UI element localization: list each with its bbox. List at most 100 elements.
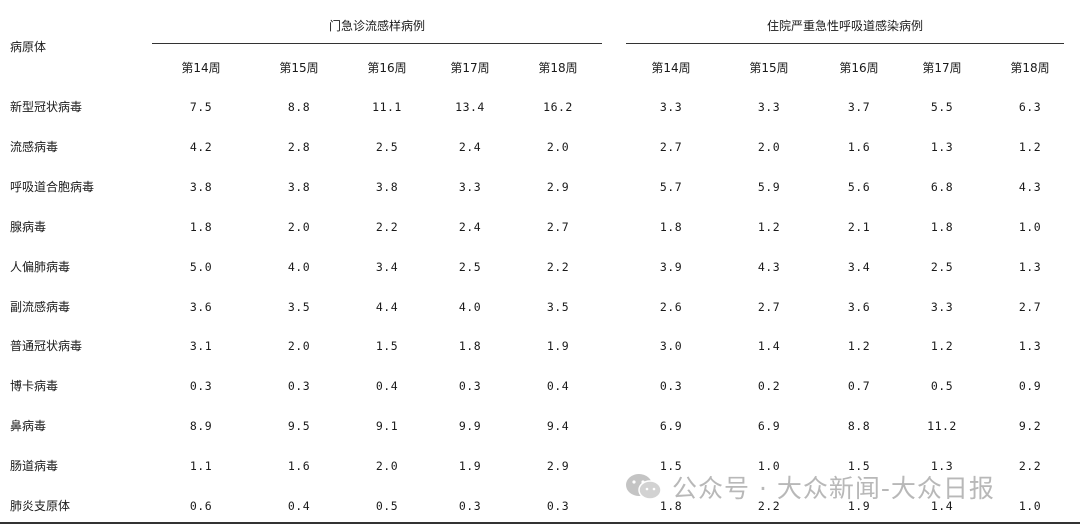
table-cell: 1.8 <box>189 220 213 234</box>
group-rule <box>626 43 1064 44</box>
table-cell: 1.9 <box>546 339 570 353</box>
table-cell: 9.5 <box>287 419 311 433</box>
wechat-icon <box>624 472 664 502</box>
table-cell: 1.9 <box>847 499 871 513</box>
pathogen-name: 肠道病毒 <box>10 459 59 473</box>
table-cell: 1.8 <box>659 220 683 234</box>
table-cell: 1.3 <box>930 459 954 473</box>
table-cell: 2.7 <box>546 220 570 234</box>
group-title: 门急诊流感样病例 <box>328 19 426 33</box>
table-cell: 2.7 <box>757 300 781 314</box>
table-cell: 3.4 <box>375 260 399 274</box>
table-cell: 2.2 <box>757 499 781 513</box>
table-cell: 5.7 <box>659 180 683 194</box>
table-cell: 6.9 <box>659 419 683 433</box>
pathogen-name: 副流感病毒 <box>10 300 71 314</box>
table-cell: 2.6 <box>659 300 683 314</box>
table-cell: 2.0 <box>287 220 311 234</box>
table-cell: 1.9 <box>458 459 482 473</box>
table-cell: 3.4 <box>847 260 871 274</box>
table-cell: 1.5 <box>375 339 399 353</box>
table-cell: 0.6 <box>189 499 213 513</box>
table-cell: 2.2 <box>1018 459 1042 473</box>
table-cell: 0.3 <box>659 379 683 393</box>
week-header: 第15周 <box>279 61 319 75</box>
table-cell: 5.5 <box>930 100 954 114</box>
table-cell: 0.3 <box>458 499 482 513</box>
table-cell: 3.8 <box>375 180 399 194</box>
table-cell: 1.2 <box>847 339 871 353</box>
table-cell: 5.6 <box>847 180 871 194</box>
table-cell: 0.4 <box>546 379 570 393</box>
table-cell: 0.3 <box>458 379 482 393</box>
table-cell: 0.5 <box>375 499 399 513</box>
table-cell: 11.2 <box>927 419 957 433</box>
pathogen-name: 人偏肺病毒 <box>10 260 71 274</box>
table-cell: 1.0 <box>1018 220 1042 234</box>
table-cell: 0.3 <box>189 379 213 393</box>
table-cell: 2.9 <box>546 459 570 473</box>
table-cell: 4.3 <box>757 260 781 274</box>
table-cell: 16.2 <box>543 100 573 114</box>
table-cell: 3.0 <box>659 339 683 353</box>
table-cell: 8.9 <box>189 419 213 433</box>
row-header: 病原体 <box>10 40 47 54</box>
table-cell: 7.5 <box>189 100 213 114</box>
table-cell: 6.3 <box>1018 100 1042 114</box>
pathogen-name: 肺炎支原体 <box>10 499 71 513</box>
table-cell: 1.2 <box>930 339 954 353</box>
table-cell: 1.4 <box>757 339 781 353</box>
group-rule <box>152 43 602 44</box>
week-header: 第14周 <box>181 61 221 75</box>
table-cell: 3.1 <box>189 339 213 353</box>
table-cell: 0.4 <box>375 379 399 393</box>
table-cell: 4.0 <box>458 300 482 314</box>
table-bottom-rule <box>0 522 1080 524</box>
table-cell: 8.8 <box>847 419 871 433</box>
week-header: 第16周 <box>839 61 879 75</box>
table-cell: 1.8 <box>458 339 482 353</box>
pathogen-name: 普通冠状病毒 <box>10 339 83 353</box>
week-header: 第18周 <box>538 61 578 75</box>
table-cell: 1.3 <box>1018 339 1042 353</box>
table-cell: 2.8 <box>287 140 311 154</box>
table-cell: 1.6 <box>287 459 311 473</box>
table-cell: 6.9 <box>757 419 781 433</box>
table-cell: 2.2 <box>375 220 399 234</box>
table-cell: 9.1 <box>375 419 399 433</box>
table-cell: 8.8 <box>287 100 311 114</box>
week-header: 第17周 <box>922 61 962 75</box>
watermark-text: 公众号 · 大众新闻-大众日报 <box>672 474 995 503</box>
table-cell: 6.8 <box>930 180 954 194</box>
table-cell: 1.1 <box>189 459 213 473</box>
table-cell: 0.2 <box>757 379 781 393</box>
week-header: 第14周 <box>651 61 691 75</box>
table-cell: 2.5 <box>930 260 954 274</box>
table-cell: 2.2 <box>546 260 570 274</box>
table-cell: 3.8 <box>189 180 213 194</box>
week-header: 第16周 <box>367 61 407 75</box>
table-cell: 3.9 <box>659 260 683 274</box>
pathogen-name: 腺病毒 <box>10 220 47 234</box>
table-cell: 3.3 <box>659 100 683 114</box>
table-cell: 1.3 <box>1018 260 1042 274</box>
week-header: 第17周 <box>450 61 490 75</box>
table-cell: 1.8 <box>930 220 954 234</box>
table-cell: 1.6 <box>847 140 871 154</box>
pathogen-name: 鼻病毒 <box>10 419 47 433</box>
table-cell: 3.3 <box>930 300 954 314</box>
table-cell: 3.3 <box>757 100 781 114</box>
table-cell: 4.0 <box>287 260 311 274</box>
table-cell: 2.0 <box>546 140 570 154</box>
week-header: 第15周 <box>749 61 789 75</box>
table-cell: 2.0 <box>375 459 399 473</box>
table-cell: 3.5 <box>287 300 311 314</box>
table-cell: 2.7 <box>659 140 683 154</box>
week-header: 第18周 <box>1010 61 1050 75</box>
table-cell: 2.5 <box>458 260 482 274</box>
table-cell: 13.4 <box>455 100 485 114</box>
table-cell: 2.4 <box>458 220 482 234</box>
table-cell: 1.5 <box>847 459 871 473</box>
pathogen-name: 新型冠状病毒 <box>10 100 83 114</box>
table-cell: 2.0 <box>757 140 781 154</box>
